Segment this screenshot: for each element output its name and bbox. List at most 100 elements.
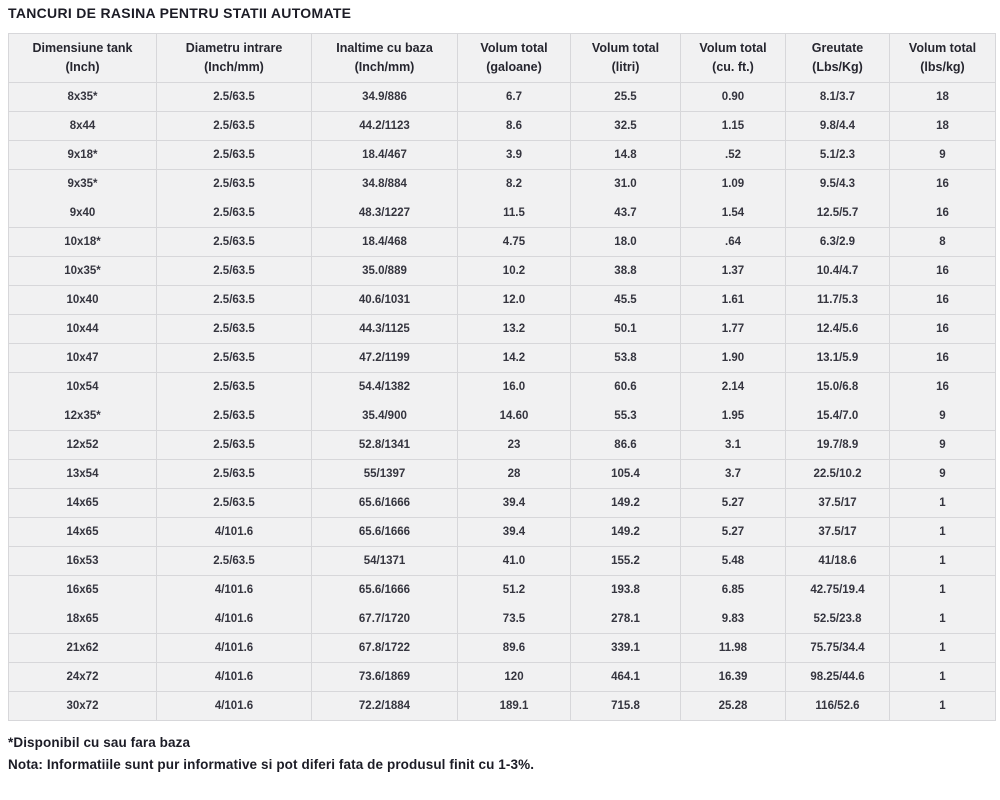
- footnote-base-availability: *Disponibil cu sau fara baza: [8, 735, 191, 750]
- table-cell: 2.5/63.5: [156, 285, 312, 315]
- table-cell: 1.54: [680, 198, 786, 228]
- table-cell: 4/101.6: [156, 662, 312, 692]
- table-cell: 2.5/63.5: [156, 256, 312, 286]
- table-cell: 41.0: [457, 546, 571, 576]
- table-cell: 45.5: [570, 285, 681, 315]
- table-cell: 715.8: [570, 691, 681, 721]
- table-cell: 4/101.6: [156, 575, 312, 605]
- footnote-disclaimer: Nota: Informatiile sunt pur informative …: [8, 757, 535, 772]
- table-cell: 13x54: [8, 459, 157, 489]
- table-cell: 6.7: [457, 82, 571, 112]
- table-cell: 193.8: [570, 575, 681, 605]
- table-cell: 2.5/63.5: [156, 227, 312, 257]
- table-cell: 10.4/4.7: [785, 256, 890, 286]
- table-cell: 38.8: [570, 256, 681, 286]
- table-cell: 2.5/63.5: [156, 372, 312, 402]
- table-cell: 1.77: [680, 314, 786, 344]
- column-header: Volum total (lbs/kg): [889, 33, 996, 83]
- table-cell: 16: [889, 169, 996, 199]
- table-cell: 2.5/63.5: [156, 488, 312, 518]
- table-cell: 15.0/6.8: [785, 372, 890, 402]
- column-header: Volum total (galoane): [457, 33, 571, 83]
- table-cell: 9x18*: [8, 140, 157, 170]
- column-header-line1: Volum total: [480, 40, 548, 55]
- table-cell: 16: [889, 343, 996, 373]
- table-cell: 11.5: [457, 198, 571, 228]
- table-cell: 42.75/19.4: [785, 575, 890, 605]
- table-cell: 5.27: [680, 517, 786, 547]
- column-header-line1: Diametru intrare: [185, 40, 283, 55]
- table-row: 10x35* 2.5/63.5 35.0/889 10.2 38.8 1.37 10.4/4…: [8, 256, 996, 286]
- table-cell: .64: [680, 227, 786, 257]
- column-header-line1: Volum total: [591, 40, 660, 55]
- table-cell: 75.75/34.4: [785, 633, 890, 663]
- table-cell: 18.4/467: [311, 140, 458, 170]
- table-row: 14x65 2.5/63.5 65.6/1666 39.4 149.2 5.27 37.5/…: [8, 488, 996, 518]
- table-cell: 2.5/63.5: [156, 430, 312, 460]
- table-cell: 4/101.6: [156, 604, 312, 634]
- table-row: 10x47 2.5/63.5 47.2/1199 14.2 53.8 1.90 13.1/5…: [8, 343, 996, 373]
- table-cell: 54/1371: [311, 546, 458, 576]
- table-cell: 1: [889, 691, 996, 721]
- table-cell: 86.6: [570, 430, 681, 460]
- table-cell: 11.98: [680, 633, 786, 663]
- table-cell: 18.4/468: [311, 227, 458, 257]
- column-header-line1: Inaltime cu baza: [336, 40, 433, 55]
- table-cell: 39.4: [457, 517, 571, 547]
- table-cell: 5.27: [680, 488, 786, 518]
- resin-tank-spec-table: Dimensiune tank (Inch) Diametru intrare (In…: [8, 33, 996, 721]
- table-cell: 1.90: [680, 343, 786, 373]
- table-cell: 23: [457, 430, 571, 460]
- column-header-line2: (Inch/mm): [204, 60, 264, 74]
- table-cell: 16x65: [8, 575, 157, 605]
- table-cell: 16x53: [8, 546, 157, 576]
- table-cell: 12.4/5.6: [785, 314, 890, 344]
- table-cell: 8.2: [457, 169, 571, 199]
- table-cell: 1: [889, 575, 996, 605]
- column-header-line1: Volum total: [699, 40, 767, 55]
- table-cell: 1: [889, 633, 996, 663]
- table-cell: 8x44: [8, 111, 157, 141]
- column-header: Volum total (litri): [570, 33, 681, 83]
- table-cell: 2.5/63.5: [156, 111, 312, 141]
- footnotes: *Disponibil cu sau fara baza Nota: Infor…: [8, 735, 992, 772]
- table-row: 12x52 2.5/63.5 52.8/1341 23 86.6 3.1 19.7/8.9 9: [8, 430, 996, 460]
- table-row: 18x65 4/101.6 67.7/1720 73.5 278.1 9.83 52.5/2…: [8, 604, 996, 634]
- table-cell: 67.8/1722: [311, 633, 458, 663]
- table-cell: 67.7/1720: [311, 604, 458, 634]
- table-cell: 16.39: [680, 662, 786, 692]
- table-cell: 339.1: [570, 633, 681, 663]
- table-cell: 65.6/1666: [311, 517, 458, 547]
- page-title: TANCURI DE RASINA PENTRU STATII AUTOMATE: [8, 5, 352, 21]
- table-cell: 1.09: [680, 169, 786, 199]
- table-cell: 10x54: [8, 372, 157, 402]
- table-cell: 8.6: [457, 111, 571, 141]
- table-row: 24x72 4/101.6 73.6/1869 120 464.1 16.39 98.25/…: [8, 662, 996, 692]
- table-cell: 8: [889, 227, 996, 257]
- table-cell: 10x35*: [8, 256, 157, 286]
- table-cell: 9x35*: [8, 169, 157, 199]
- column-header-line2: (lbs/kg): [920, 60, 965, 74]
- table-cell: 41/18.6: [785, 546, 890, 576]
- table-cell: 47.2/1199: [311, 343, 458, 373]
- table-cell: 4.75: [457, 227, 571, 257]
- table-cell: 10x47: [8, 343, 157, 373]
- table-cell: 1: [889, 488, 996, 518]
- table-cell: 28: [457, 459, 571, 489]
- table-cell: 16.0: [457, 372, 571, 402]
- table-cell: 16: [889, 285, 996, 315]
- table-cell: 18x65: [8, 604, 157, 634]
- table-cell: 2.5/63.5: [156, 546, 312, 576]
- table-cell: 10x40: [8, 285, 157, 315]
- table-cell: 11.7/5.3: [785, 285, 890, 315]
- column-header-line2: (Lbs/Kg): [812, 60, 863, 74]
- table-cell: 18.0: [570, 227, 681, 257]
- table-cell: 72.2/1884: [311, 691, 458, 721]
- column-header-line1: Volum total: [908, 40, 977, 55]
- table-cell: 53.8: [570, 343, 681, 373]
- table-cell: 22.5/10.2: [785, 459, 890, 489]
- table-cell: 4/101.6: [156, 517, 312, 547]
- table-cell: 1.15: [680, 111, 786, 141]
- table-cell: 0.90: [680, 82, 786, 112]
- table-cell: 2.14: [680, 372, 786, 402]
